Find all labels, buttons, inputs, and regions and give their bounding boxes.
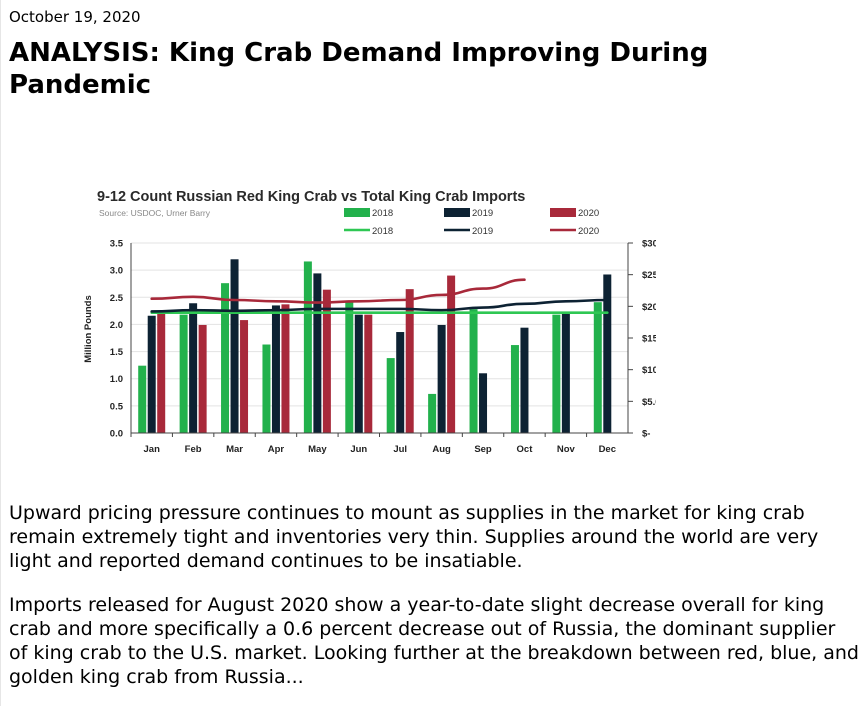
- y-axis-label: Million Pounds: [83, 295, 94, 363]
- article-date: October 19, 2020: [9, 8, 141, 26]
- y-tick-label: 1.5: [110, 347, 124, 358]
- bar-2019-dec: [603, 274, 612, 433]
- bar-2018-dec: [593, 302, 602, 433]
- x-tick-label: Sep: [474, 444, 492, 455]
- bar-2019-jul: [396, 332, 405, 433]
- bar-2018-oct: [510, 345, 519, 433]
- article-paragraph-2: Imports released for August 2020 show a …: [9, 594, 859, 688]
- bar-2019-oct: [520, 327, 529, 433]
- bar-2020-aug: [447, 275, 456, 433]
- x-tick-label: Dec: [599, 444, 616, 455]
- y-tick-label: 1.0: [110, 374, 123, 385]
- bar-2018-aug: [428, 393, 437, 433]
- legend-label-bar-2019: 2019: [472, 208, 493, 219]
- legend-swatch-bar-2018: [344, 208, 370, 217]
- legend-label-bar-2020: 2020: [578, 208, 599, 219]
- bar-2018-jul: [386, 358, 395, 433]
- bar-2018-jan: [138, 365, 147, 433]
- bar-2018-jun: [345, 300, 354, 433]
- chart-bars: [138, 259, 612, 433]
- x-tick-label: Nov: [557, 444, 576, 455]
- y-tick-label: 3.0: [110, 266, 123, 277]
- legend-label-bar-2018: 2018: [372, 208, 393, 219]
- bar-2020-jan: [157, 312, 166, 433]
- line-2019: [150, 298, 609, 313]
- bar-2018-apr: [262, 344, 271, 433]
- legend-label-line-2018: 2018: [372, 226, 393, 237]
- legend-swatch-bar-2020: [550, 208, 576, 217]
- y-right-tick-label: $20.00: [642, 302, 656, 313]
- y-tick-label: 2.5: [110, 293, 124, 304]
- bar-2019-aug: [437, 324, 446, 433]
- chart-lines: [150, 278, 609, 314]
- bar-2019-mar: [230, 259, 239, 433]
- bar-2018-mar: [221, 283, 230, 433]
- x-tick-label: Apr: [268, 444, 285, 455]
- y-tick-label: 2.0: [110, 320, 123, 331]
- y-right-tick-label: $5.00: [642, 397, 656, 408]
- bar-2020-apr: [281, 304, 290, 433]
- chart: 9-12 Count Russian Red King Crab vs Tota…: [76, 183, 656, 463]
- bar-2018-may: [303, 261, 312, 433]
- chart-source: Source: USDOC, Urner Barry: [99, 208, 211, 218]
- x-tick-label: Aug: [432, 444, 451, 455]
- bar-2019-sep: [479, 373, 488, 433]
- bar-2020-jul: [405, 289, 414, 433]
- bar-2019-may: [313, 273, 322, 433]
- bar-2019-jun: [354, 314, 363, 433]
- x-tick-label: Jun: [350, 444, 367, 455]
- legend-swatch-bar-2019: [444, 208, 470, 217]
- chart-legend: 2018 2019 2020 2018 2019 2020: [344, 208, 599, 237]
- bar-2019-feb: [189, 303, 198, 433]
- y-tick-label: 0.5: [110, 401, 124, 412]
- article-paragraph-1: Upward pricing pressure continues to mou…: [9, 502, 819, 572]
- bar-2020-mar: [240, 320, 249, 433]
- y-tick-label: 3.5: [110, 239, 124, 250]
- x-tick-label: May: [308, 444, 327, 455]
- chart-title: 9-12 Count Russian Red King Crab vs Tota…: [97, 189, 525, 205]
- y-right-tick-label: $10.00: [642, 365, 656, 376]
- x-tick-label: Jul: [393, 444, 407, 455]
- bar-2019-apr: [271, 305, 280, 433]
- bar-2018-feb: [179, 314, 188, 433]
- bar-2020-feb: [198, 324, 207, 433]
- x-tick-label: Jan: [144, 444, 161, 455]
- y-tick-label: 0.0: [110, 429, 123, 440]
- chart-grid: [131, 242, 628, 407]
- bar-2019-jan: [147, 315, 156, 433]
- x-tick-label: Oct: [517, 444, 534, 455]
- bar-2020-jun: [364, 314, 373, 433]
- article-title[interactable]: ANALYSIS: King Crab Demand Improving Dur…: [9, 38, 709, 100]
- x-tick-label: Feb: [185, 444, 202, 455]
- bar-2018-nov: [552, 314, 561, 433]
- line-2020: [150, 278, 526, 304]
- bar-2020-may: [322, 289, 331, 433]
- y-right-tick-label: $15.00: [642, 334, 656, 345]
- bar-2019-nov: [561, 312, 570, 433]
- bar-2018-sep: [469, 309, 478, 433]
- legend-label-line-2019: 2019: [472, 226, 493, 237]
- y-right-tick-label: $30.00: [642, 239, 656, 250]
- chart-axes: 0.0 0.5 1.0 1.5 2.0 2.5 3.0 3.5 $- $5.00 $10.00 $15…: [110, 239, 656, 456]
- legend-label-line-2020: 2020: [578, 226, 599, 237]
- x-tick-label: Mar: [226, 444, 243, 455]
- y-right-tick-label: $25.00: [642, 270, 656, 281]
- y-right-tick-label: $-: [642, 429, 650, 440]
- chart-svg: 9-12 Count Russian Red King Crab vs Tota…: [83, 189, 656, 456]
